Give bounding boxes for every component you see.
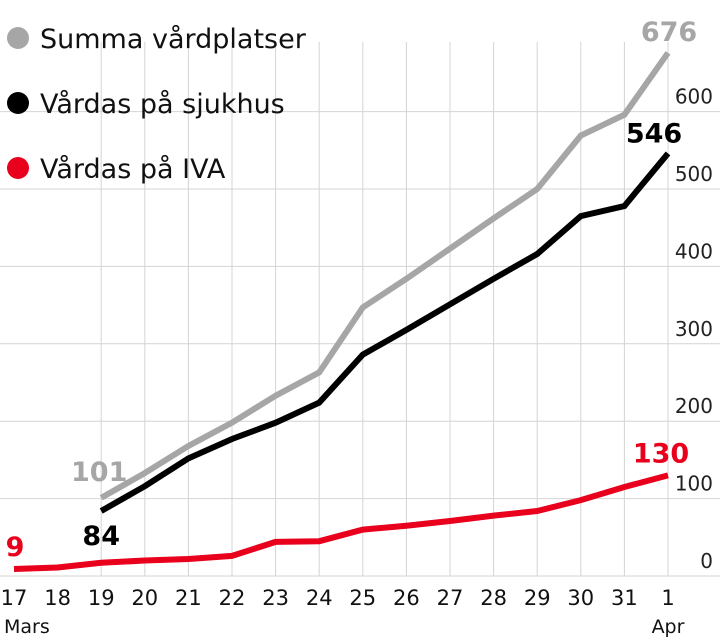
legend-label: Summa vårdplatser <box>40 24 307 55</box>
x-tick-label: 27 <box>437 586 464 610</box>
x-tick-label: 29 <box>524 586 551 610</box>
legend-marker <box>7 27 29 49</box>
y-tick-label: 300 <box>675 317 713 341</box>
y-tick-label: 200 <box>675 394 713 418</box>
legend-label: Vårdas på sjukhus <box>40 89 285 120</box>
data-label-end: 676 <box>641 17 697 48</box>
data-label-end: 130 <box>633 438 689 469</box>
y-tick-label: 100 <box>675 472 713 496</box>
data-label-start: 101 <box>71 457 127 488</box>
y-tick-label: 0 <box>700 549 713 573</box>
series-line <box>99 151 671 514</box>
x-tick-label: 1 <box>661 586 674 610</box>
x-tick-label: 22 <box>219 586 246 610</box>
x-tick-label: 20 <box>131 586 158 610</box>
legend: Summa vårdplatser Vårdas på sjukhus Vårdas… <box>7 24 307 185</box>
x-tick-label: 23 <box>262 586 289 610</box>
x-sublabel-first: Mars <box>4 616 50 638</box>
data-label-end: 546 <box>626 118 682 149</box>
legend-marker <box>7 157 29 179</box>
x-tick-label: 25 <box>349 586 376 610</box>
y-tick-label: 600 <box>675 85 713 109</box>
x-tick-label: 30 <box>567 586 594 610</box>
x-tick-label: 21 <box>175 586 202 610</box>
series-line <box>99 51 671 501</box>
x-axis-ticks: 17 18 19 20 21 22 23 24 25 26 27 28 29 30 31 1 Mars Apr <box>1 586 685 638</box>
x-tick-label: 17 <box>1 586 28 610</box>
x-tick-label: 19 <box>88 586 115 610</box>
legend-label: Vårdas på IVA <box>40 154 226 185</box>
y-axis-ticks: 0 100 200 300 400 500 600 <box>675 85 713 573</box>
x-tick-label: 24 <box>306 586 333 610</box>
y-tick-label: 500 <box>675 162 713 186</box>
data-label-start: 9 <box>6 532 25 563</box>
x-sublabel-last: Apr <box>652 616 685 638</box>
legend-marker <box>7 92 29 114</box>
series-lines <box>13 51 671 572</box>
x-tick-label: 26 <box>393 586 420 610</box>
data-labels: 101 676 84 546 9 130 <box>6 17 698 563</box>
x-tick-label: 31 <box>611 586 638 610</box>
y-tick-label: 400 <box>675 239 713 263</box>
data-label-start: 84 <box>82 521 120 552</box>
x-tick-label: 28 <box>480 586 507 610</box>
x-tick-label: 18 <box>44 586 71 610</box>
series-line <box>13 472 669 572</box>
